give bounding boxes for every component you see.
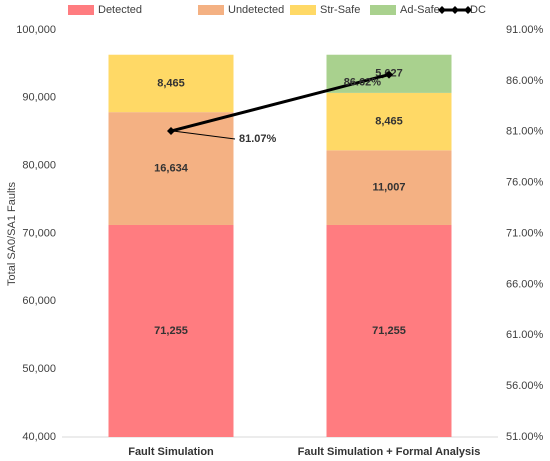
data-label: 86.62% xyxy=(344,76,382,88)
data-label: 71,255 xyxy=(372,325,406,337)
legend-swatch xyxy=(370,5,396,15)
legend-label: Str-Safe xyxy=(320,4,360,16)
data-label: 11,007 xyxy=(372,182,405,194)
data-label: 81.07% xyxy=(239,133,277,145)
legend-marker xyxy=(464,6,472,14)
y2-tick-label: 91.00% xyxy=(506,24,544,36)
y2-tick-label: 86.00% xyxy=(506,75,544,87)
y-tick-label: 40,000 xyxy=(22,431,56,443)
y-axis-title: Total SA0/SA1 Faults xyxy=(6,182,18,286)
legend-swatch xyxy=(68,5,94,15)
line xyxy=(170,73,390,133)
legend-label: Detected xyxy=(98,4,142,16)
legend-swatch xyxy=(198,5,224,15)
x-tick-label: Fault Simulation xyxy=(128,446,214,458)
bar-segment xyxy=(326,150,452,225)
y-tick-label: 70,000 xyxy=(22,227,56,239)
y2-tick-label: 81.00% xyxy=(506,126,544,138)
y2-tick-label: 56.00% xyxy=(506,380,544,392)
legend-label: Undetected xyxy=(228,4,284,16)
bar-segment xyxy=(326,224,452,437)
leader-line xyxy=(172,130,236,140)
data-label: 8,465 xyxy=(375,116,403,128)
line-marker xyxy=(167,127,175,136)
data-label: 8,465 xyxy=(157,77,185,89)
x-tick-label: Fault Simulation + Formal Analysis xyxy=(298,446,481,458)
bar-segment xyxy=(108,54,234,113)
legend-marker xyxy=(451,6,459,14)
line-marker xyxy=(385,70,393,79)
y-tick-label: 90,000 xyxy=(22,92,56,104)
legend-label: DC xyxy=(470,4,486,16)
y2-tick-label: 71.00% xyxy=(506,227,544,239)
y-tick-label: 50,000 xyxy=(22,363,56,375)
bar-segment xyxy=(108,224,234,437)
data-label: 16,634 xyxy=(154,162,189,174)
y-tick-label: 80,000 xyxy=(22,160,56,172)
legend-label: Ad-Safe xyxy=(400,4,440,16)
legend-marker xyxy=(438,6,446,14)
y2-tick-label: 61.00% xyxy=(506,329,544,341)
y2-tick-label: 51.00% xyxy=(506,431,544,443)
y2-tick-label: 66.00% xyxy=(506,278,544,290)
y-tick-label: 100,000 xyxy=(16,24,56,36)
bar-segment xyxy=(326,92,452,151)
y2-tick-label: 76.00% xyxy=(506,177,544,189)
data-label: 71,255 xyxy=(154,325,188,337)
legend-swatch xyxy=(290,5,316,15)
y-tick-label: 60,000 xyxy=(22,295,56,307)
